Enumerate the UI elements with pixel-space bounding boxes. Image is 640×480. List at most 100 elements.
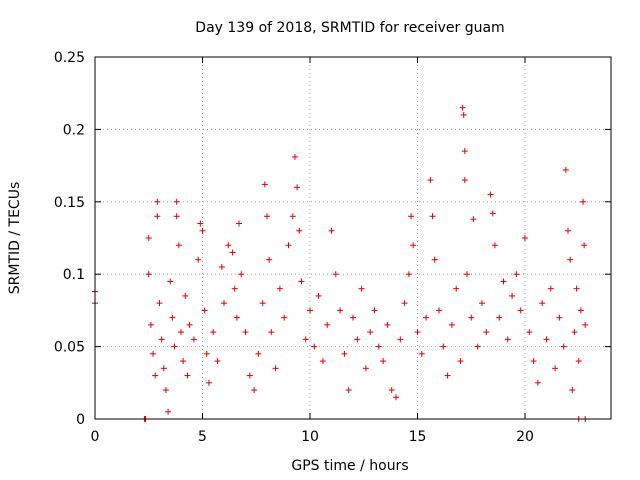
data-point (474, 343, 481, 350)
data-point (186, 321, 193, 328)
data-point (197, 220, 204, 227)
data-point (319, 358, 326, 365)
data-point (150, 350, 157, 357)
data-point (210, 329, 217, 336)
data-point (302, 336, 309, 343)
x-tick-label: 0 (91, 429, 100, 445)
data-point (182, 292, 189, 299)
data-point (460, 111, 467, 118)
data-point (154, 198, 161, 205)
y-tick-label: 0 (76, 412, 85, 428)
data-point (233, 314, 240, 321)
data-point (468, 314, 475, 321)
y-tick-label: 0.25 (54, 50, 85, 66)
data-point (522, 235, 528, 241)
data-point (180, 358, 187, 365)
data-point (145, 271, 152, 278)
x-tick-label: 15 (409, 429, 427, 445)
data-point (470, 216, 477, 223)
data-point (221, 300, 227, 307)
data-point (315, 292, 322, 299)
data-point (405, 271, 412, 278)
data-point (229, 249, 236, 256)
data-point (483, 329, 490, 336)
data-point (408, 213, 415, 220)
data-point (236, 220, 243, 227)
data-point (296, 227, 303, 234)
data-point (575, 358, 582, 365)
data-point (562, 166, 569, 173)
data-point (171, 343, 178, 350)
data-point (264, 213, 270, 220)
data-point (358, 285, 365, 292)
data-point (266, 256, 273, 263)
data-points (92, 104, 589, 422)
data-point (397, 336, 404, 343)
data-point (509, 292, 516, 299)
data-point (175, 242, 182, 249)
data-point (491, 242, 498, 249)
data-point (414, 329, 421, 336)
x-tick-label: 20 (516, 429, 534, 445)
data-point (246, 372, 253, 379)
data-point (573, 285, 580, 292)
data-point (440, 343, 447, 350)
x-tick-label: 5 (198, 429, 207, 445)
data-point (337, 307, 344, 314)
grid-lines (95, 57, 611, 419)
data-point (530, 358, 537, 365)
data-point (479, 300, 485, 307)
data-point (238, 271, 245, 278)
data-point (289, 213, 296, 220)
data-point (307, 307, 313, 314)
data-point (453, 285, 460, 292)
data-point (261, 181, 268, 188)
data-point (272, 365, 279, 372)
data-point (255, 350, 262, 357)
data-point (173, 198, 180, 205)
y-tick-label: 0.1 (63, 267, 85, 283)
data-point (543, 336, 550, 343)
data-point (298, 278, 305, 285)
data-point (388, 387, 395, 394)
data-point (165, 408, 172, 415)
data-point (581, 242, 588, 249)
data-point (285, 242, 292, 249)
data-point (291, 153, 298, 160)
data-point (154, 213, 161, 220)
data-point (384, 321, 391, 328)
data-point (251, 387, 258, 394)
data-point (242, 329, 249, 336)
data-point (184, 372, 191, 379)
y-tick-label: 0.15 (54, 195, 85, 211)
data-point (147, 321, 154, 328)
data-point (461, 177, 468, 184)
data-point (496, 314, 503, 321)
data-point (259, 300, 266, 307)
data-point (281, 314, 288, 321)
data-point (565, 227, 571, 234)
data-point (418, 350, 425, 357)
data-point (328, 227, 335, 234)
data-point (362, 365, 369, 372)
data-point (504, 336, 511, 343)
data-point (375, 343, 382, 350)
data-point (218, 263, 225, 270)
y-tick-label: 0.2 (63, 122, 85, 138)
data-point (214, 358, 221, 365)
data-point (178, 329, 184, 336)
data-point (145, 235, 152, 241)
data-point (427, 177, 434, 184)
data-point (539, 300, 546, 307)
data-point (311, 343, 318, 350)
data-point (393, 394, 399, 401)
data-point (448, 321, 455, 328)
data-point (431, 256, 438, 263)
data-point (489, 210, 496, 217)
data-point (294, 184, 301, 191)
data-point (195, 256, 202, 263)
data-point (556, 314, 563, 321)
data-point (459, 104, 466, 111)
axis-ticks (94, 56, 611, 420)
